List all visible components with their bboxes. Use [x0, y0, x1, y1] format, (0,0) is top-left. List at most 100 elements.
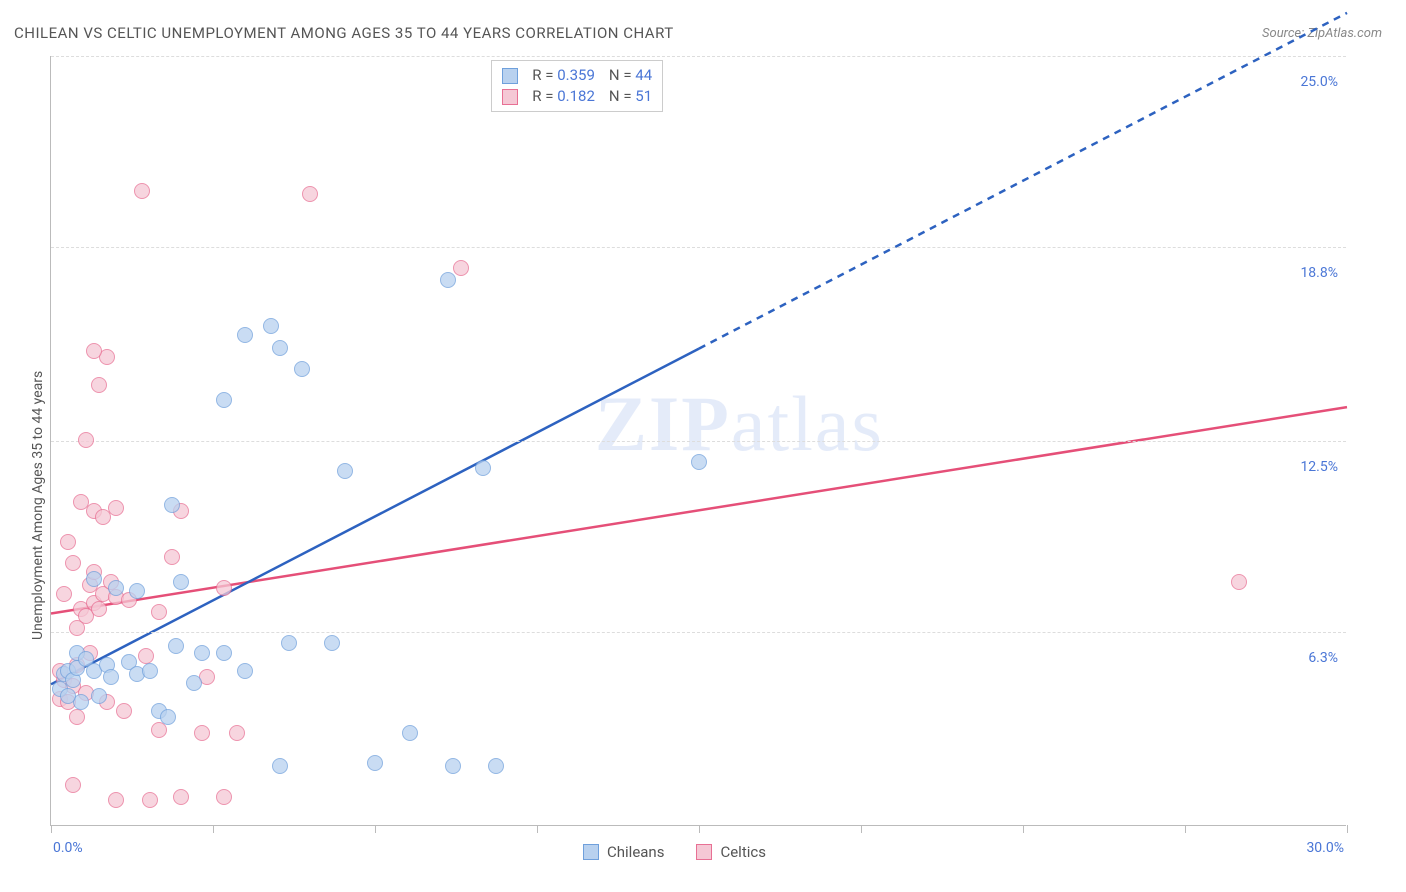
scatter-marker [78, 432, 94, 448]
gridline [51, 632, 1346, 633]
x-tick [51, 825, 52, 833]
scatter-marker [69, 620, 85, 636]
scatter-marker [475, 460, 491, 476]
n-celtics: 51 [635, 87, 652, 105]
r-chileans: 0.359 [557, 66, 595, 84]
scatter-marker [65, 555, 81, 571]
scatter-marker [69, 645, 85, 661]
scatter-marker [324, 635, 340, 651]
r-celtics: 0.182 [557, 87, 595, 105]
scatter-marker [151, 703, 167, 719]
scatter-marker [142, 663, 158, 679]
scatter-marker [129, 666, 145, 682]
x-tick [699, 825, 700, 833]
scatter-marker [91, 688, 107, 704]
swatch-chileans [502, 68, 518, 84]
scatter-marker [445, 758, 461, 774]
scatter-marker [86, 663, 102, 679]
scatter-marker [99, 349, 115, 365]
legend-swatch-chileans [583, 844, 599, 860]
scatter-marker [91, 377, 107, 393]
stats-row-chileans: R = 0.359 N = 44 [502, 65, 652, 86]
scatter-marker [108, 580, 124, 596]
scatter-marker [65, 672, 81, 688]
source-prefix: Source: [1262, 26, 1307, 41]
trend-line [699, 13, 1347, 349]
legend-swatch-celtics [696, 844, 712, 860]
y-tick-label: 6.3% [1308, 650, 1338, 666]
trend-line [51, 407, 1347, 613]
scatter-marker [173, 789, 189, 805]
watermark: ZIPatlas [595, 379, 884, 469]
scatter-marker [129, 583, 145, 599]
scatter-marker [78, 685, 94, 701]
scatter-marker [272, 758, 288, 774]
scatter-marker [78, 608, 94, 624]
chart-title: CHILEAN VS CELTIC UNEMPLOYMENT AMONG AGE… [14, 24, 674, 42]
scatter-marker [229, 725, 245, 741]
scatter-marker [440, 272, 456, 288]
y-tick-label: 25.0% [1300, 74, 1338, 90]
y-axis-label: Unemployment Among Ages 35 to 44 years [30, 371, 46, 640]
x-tick [1347, 825, 1348, 833]
scatter-marker [281, 635, 297, 651]
scatter-marker [60, 663, 76, 679]
scatter-marker [488, 758, 504, 774]
scatter-marker [272, 340, 288, 356]
source-attribution: Source: ZipAtlas.com [1262, 26, 1382, 41]
scatter-marker [60, 688, 76, 704]
scatter-marker [194, 725, 210, 741]
scatter-marker [151, 722, 167, 738]
scatter-marker [95, 586, 111, 602]
legend-item-celtics: Celtics [696, 843, 766, 861]
scatter-marker [69, 709, 85, 725]
scatter-marker [86, 343, 102, 359]
swatch-celtics [502, 89, 518, 105]
x-tick [375, 825, 376, 833]
scatter-marker [86, 503, 102, 519]
trend-line [51, 349, 699, 685]
scatter-marker [173, 503, 189, 519]
scatter-marker [103, 669, 119, 685]
chart-container: CHILEAN VS CELTIC UNEMPLOYMENT AMONG AGE… [0, 0, 1406, 892]
plot-area: ZIPatlas R = 0.359 N = 44 R = 0.182 N = … [50, 56, 1346, 826]
source-name: ZipAtlas.com [1307, 26, 1382, 41]
scatter-marker [52, 663, 68, 679]
scatter-marker [56, 666, 72, 682]
scatter-marker [453, 260, 469, 276]
x-tick [213, 825, 214, 833]
legend-item-chileans: Chileans [583, 843, 664, 861]
scatter-marker [294, 361, 310, 377]
scatter-marker [164, 549, 180, 565]
scatter-marker [56, 586, 72, 602]
scatter-marker [99, 657, 115, 673]
scatter-marker [168, 638, 184, 654]
y-tick-label: 12.5% [1300, 459, 1338, 475]
scatter-marker [65, 678, 81, 694]
scatter-marker [173, 574, 189, 590]
scatter-marker [86, 564, 102, 580]
legend-label-chileans: Chileans [607, 843, 664, 861]
legend-bottom: Chileans Celtics [583, 843, 766, 861]
scatter-marker [91, 601, 107, 617]
scatter-marker [142, 792, 158, 808]
gridline [51, 56, 1346, 57]
scatter-marker [82, 645, 98, 661]
n-chileans: 44 [635, 66, 652, 84]
scatter-marker [73, 494, 89, 510]
scatter-marker [134, 183, 150, 199]
scatter-marker [52, 681, 68, 697]
x-tick [537, 825, 538, 833]
scatter-marker [99, 694, 115, 710]
scatter-marker [302, 186, 318, 202]
scatter-marker [402, 725, 418, 741]
y-tick-label: 18.8% [1300, 265, 1338, 281]
scatter-marker [164, 497, 180, 513]
scatter-marker [216, 392, 232, 408]
legend-label-celtics: Celtics [720, 843, 766, 861]
scatter-marker [95, 509, 111, 525]
scatter-marker [121, 592, 137, 608]
gridline [51, 247, 1346, 248]
scatter-marker [56, 672, 72, 688]
scatter-marker [160, 709, 176, 725]
